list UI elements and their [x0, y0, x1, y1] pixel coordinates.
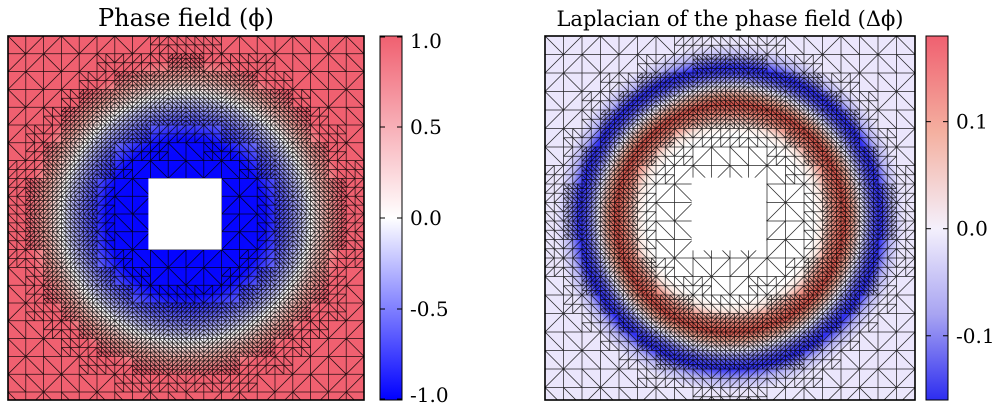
colorbar-tick-label: 0.0	[956, 217, 988, 241]
laplacian-colorbar-ticks: 0.1 0.0 -0.1	[926, 110, 995, 348]
colorbar-tick-label: -0.5	[410, 297, 449, 321]
laplacian-hole	[691, 177, 767, 251]
laplacian-frame	[544, 35, 916, 401]
colorbar-tick-label: 0.5	[410, 115, 442, 139]
laplacian-panel: Laplacian of the phase field (Δϕ) 0.1 0.0…	[544, 7, 995, 401]
phase-field-colorbar-ticks: 1.0 0.5 0.0 -0.5 -1.0	[380, 29, 449, 407]
laplacian-mesh	[545, 36, 915, 400]
colorbar-tick-label: 1.0	[410, 29, 442, 53]
laplacian-colorbar	[925, 35, 949, 401]
colorbar-tick-label: 0.1	[956, 110, 988, 134]
phase-field-frame	[7, 35, 365, 401]
phase-field-title: Phase field (ϕ)	[98, 4, 274, 32]
laplacian-title: Laplacian of the phase field (Δϕ)	[556, 7, 903, 31]
colorbar-tick-label: 0.0	[410, 206, 442, 230]
phase-field-hole	[148, 178, 222, 250]
colorbar-tick-label: -0.1	[956, 324, 995, 348]
phase-field-panel: Phase field (ϕ) 1.0 0.5 0.0 -0.5 -1.0	[7, 4, 449, 407]
mesh-edges	[8, 36, 364, 400]
colorbar-tick-label: -1.0	[410, 383, 449, 407]
phase-field-mesh	[8, 36, 364, 400]
mesh-edges	[545, 36, 915, 400]
